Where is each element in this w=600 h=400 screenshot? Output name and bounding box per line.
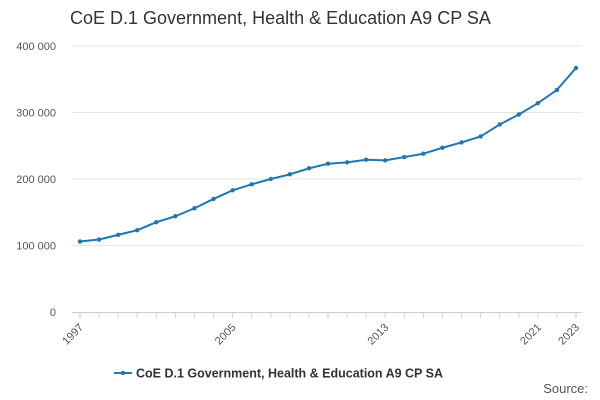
y-tick-label: 0	[50, 307, 56, 319]
data-point	[249, 182, 254, 187]
chart-title: CoE D.1 Government, Health & Education A…	[70, 8, 491, 28]
data-point	[173, 214, 178, 219]
source-label: Source:	[543, 381, 588, 396]
data-point	[573, 65, 579, 71]
data-point	[115, 232, 121, 238]
data-point	[535, 100, 541, 106]
legend-label: CoE D.1 Government, Health & Education A…	[136, 367, 443, 381]
data-point	[268, 176, 273, 182]
y-tick-label: 300 000	[16, 108, 56, 120]
x-tick-label: 1997	[60, 322, 86, 348]
data-point	[154, 220, 159, 225]
data-point	[421, 151, 426, 156]
data-point	[554, 87, 560, 93]
x-tick-label: 2021	[518, 322, 544, 348]
data-point	[325, 161, 331, 166]
data-point	[135, 228, 140, 233]
data-point	[306, 166, 312, 171]
data-point	[497, 122, 502, 127]
x-tick-label: 2023	[556, 322, 582, 348]
data-point	[192, 206, 197, 211]
data-point	[383, 158, 388, 163]
data-point	[344, 160, 350, 165]
data-point	[96, 237, 102, 242]
y-tick-label: 100 000	[16, 241, 56, 253]
data-point	[287, 172, 293, 177]
data-point	[230, 188, 235, 193]
y-tick-label: 400 000	[16, 41, 56, 53]
y-tick-label: 200 000	[16, 174, 56, 186]
data-point	[211, 196, 216, 202]
data-point	[478, 134, 483, 139]
data-point	[440, 145, 445, 150]
data-point	[363, 157, 369, 162]
series-line	[79, 67, 577, 243]
x-tick-label: 2013	[366, 322, 392, 348]
data-point	[516, 112, 521, 117]
data-point	[402, 154, 407, 160]
data-point	[77, 239, 83, 244]
data-point	[459, 140, 464, 145]
x-tick-label: 2005	[213, 322, 239, 348]
legend-swatch-point	[120, 370, 126, 376]
